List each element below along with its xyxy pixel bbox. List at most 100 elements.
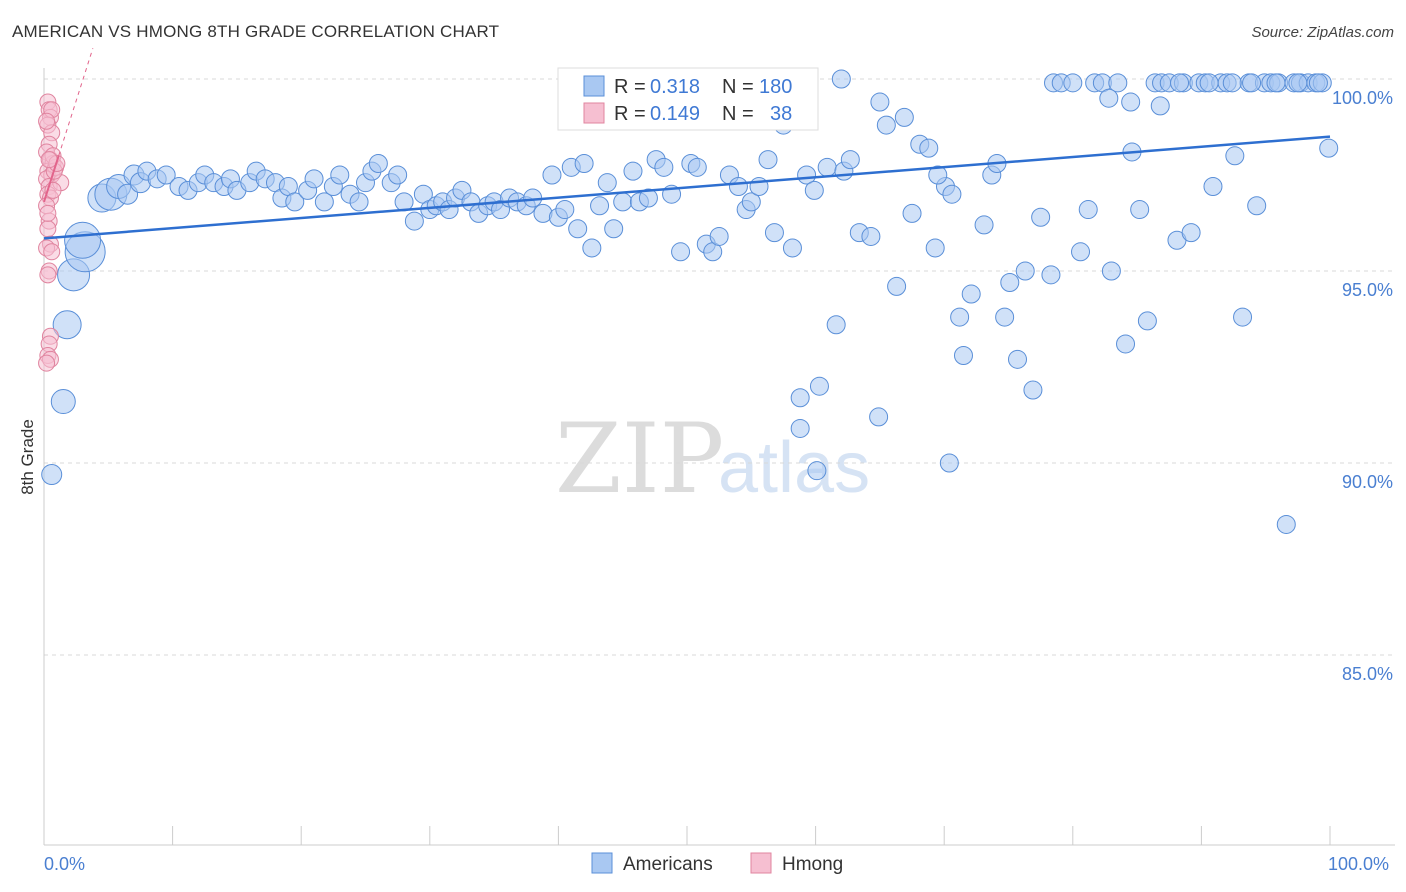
americans-point xyxy=(1130,200,1150,220)
americans-point xyxy=(582,238,602,258)
legend-r-label-americans: R = xyxy=(614,76,646,98)
y-tick-label: 100.0% xyxy=(1332,88,1393,108)
trend-line-hmong-extension xyxy=(58,48,94,156)
y-tick-label: 85.0% xyxy=(1342,664,1393,684)
americans-point xyxy=(64,221,102,259)
bottom-legend-label-americans: Americans xyxy=(623,854,713,875)
americans-point xyxy=(1308,73,1328,93)
americans-point xyxy=(961,284,981,304)
bottom-legend-swatch-hmong xyxy=(750,852,772,874)
americans-point xyxy=(869,407,889,427)
gridlines xyxy=(44,78,1395,656)
americans-point xyxy=(1199,73,1219,93)
hmong-point xyxy=(39,204,57,222)
americans-point xyxy=(902,203,922,223)
hmong-point xyxy=(43,243,61,261)
chart-title: AMERICAN VS HMONG 8TH GRADE CORRELATION … xyxy=(12,22,500,41)
americans-point xyxy=(1099,88,1119,108)
americans-point xyxy=(950,307,970,327)
americans-point xyxy=(741,192,761,212)
legend-swatch-americans xyxy=(583,75,605,97)
y-axis-label: 8th Grade xyxy=(18,419,37,495)
americans-point xyxy=(1276,514,1296,534)
americans-point xyxy=(597,173,617,193)
americans-point xyxy=(1319,138,1339,158)
americans-point xyxy=(542,165,562,185)
americans-point xyxy=(368,153,388,173)
americans-point xyxy=(826,315,846,335)
americans-point xyxy=(1137,311,1157,331)
americans-point xyxy=(942,184,962,204)
series-americans xyxy=(41,69,1339,534)
americans-point xyxy=(330,165,350,185)
y-tick-label: 95.0% xyxy=(1342,280,1393,300)
x-ticks xyxy=(172,826,1331,845)
americans-point xyxy=(876,115,896,135)
americans-point xyxy=(709,226,729,246)
legend-n-label-americans: N = xyxy=(722,76,754,98)
americans-point xyxy=(1015,261,1035,281)
watermark-zip: ZIP xyxy=(555,403,724,515)
americans-point xyxy=(1266,73,1286,93)
americans-point xyxy=(388,165,408,185)
americans-point xyxy=(1222,73,1242,93)
americans-point xyxy=(1041,265,1061,285)
americans-point xyxy=(894,107,914,127)
americans-point xyxy=(1225,146,1245,166)
americans-point xyxy=(817,157,837,177)
americans-point xyxy=(314,192,334,212)
americans-point xyxy=(928,165,948,185)
americans-point xyxy=(887,276,907,296)
americans-point xyxy=(613,192,633,212)
trend-line-hmong xyxy=(43,155,60,203)
americans-point xyxy=(807,461,827,481)
legend-r-label-hmong: R = xyxy=(614,103,646,125)
americans-point xyxy=(604,219,624,239)
americans-point xyxy=(568,219,588,239)
hmong-point xyxy=(39,220,57,238)
americans-point xyxy=(1071,242,1091,262)
americans-point xyxy=(764,223,784,243)
americans-point xyxy=(156,165,176,185)
trend-line-americans xyxy=(43,135,1331,240)
americans-point xyxy=(1181,223,1201,243)
legend-n-label-hmong: N = xyxy=(722,103,754,125)
legend-n-value-hmong: 38 xyxy=(770,103,792,125)
americans-point xyxy=(574,153,594,173)
americans-point xyxy=(1078,200,1098,220)
hmong-point xyxy=(38,354,56,372)
americans-point xyxy=(790,388,810,408)
americans-point xyxy=(995,307,1015,327)
americans-point xyxy=(974,215,994,235)
americans-point xyxy=(1242,73,1262,93)
americans-point xyxy=(623,161,643,181)
americans-point xyxy=(671,242,691,262)
americans-point xyxy=(1101,261,1121,281)
americans-point xyxy=(831,69,851,89)
watermark: ZIP atlas xyxy=(555,403,870,515)
americans-point xyxy=(1121,92,1141,112)
source-label: Source: ZipAtlas.com xyxy=(1251,24,1394,41)
bottom-legend-swatch-americans xyxy=(591,852,613,874)
americans-point xyxy=(1008,349,1028,369)
legend-n-value-americans: 180 xyxy=(759,76,792,98)
americans-point xyxy=(687,157,707,177)
americans-point xyxy=(1150,96,1170,116)
americans-point xyxy=(758,150,778,170)
americans-point xyxy=(1023,380,1043,400)
americans-point xyxy=(939,453,959,473)
hmong-point xyxy=(38,112,56,130)
y-tick-label: 90.0% xyxy=(1342,472,1393,492)
americans-point xyxy=(285,192,305,212)
americans-point xyxy=(804,180,824,200)
americans-point xyxy=(1170,73,1190,93)
americans-point xyxy=(919,138,939,158)
americans-point xyxy=(1000,273,1020,293)
americans-point xyxy=(925,238,945,258)
americans-point xyxy=(654,157,674,177)
stats-legend: R = 0.318 N = 180 R = 0.149 N = 38 xyxy=(557,67,819,131)
series-legend: Americans Hmong xyxy=(591,852,843,875)
americans-point xyxy=(1108,73,1128,93)
americans-point xyxy=(1116,334,1136,354)
